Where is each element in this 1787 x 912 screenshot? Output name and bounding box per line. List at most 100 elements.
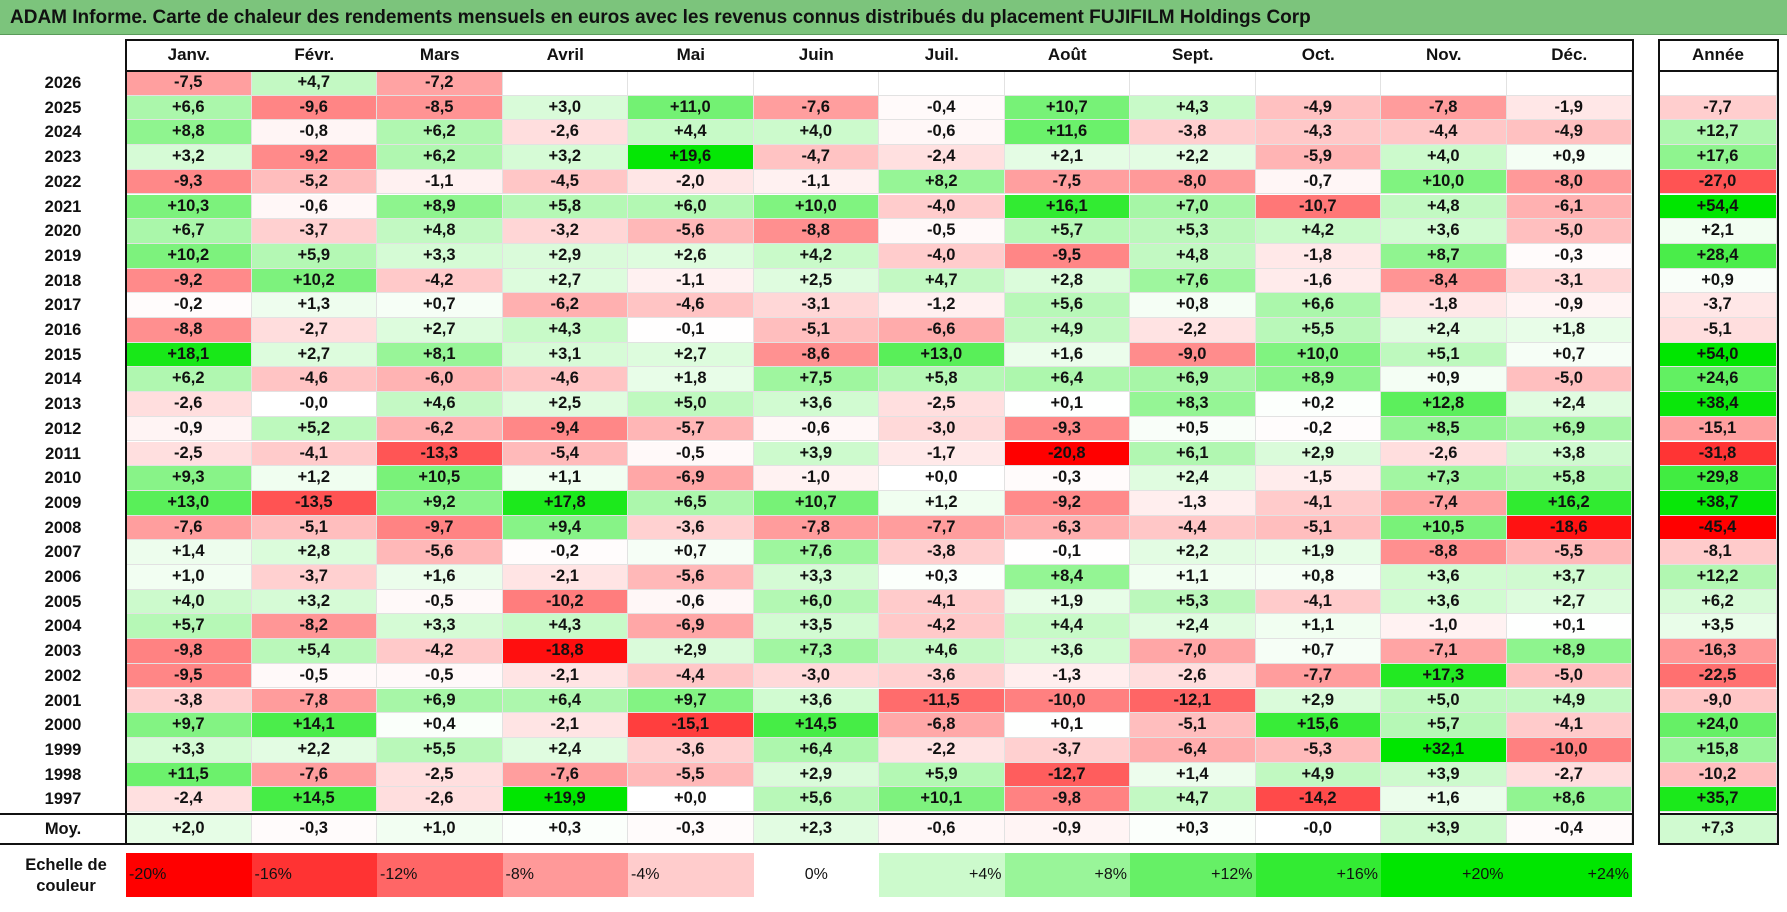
- month-header: Oct.: [1301, 45, 1335, 64]
- heatmap-cell: +3,5: [753, 614, 879, 640]
- heatmap-cell: +6,7: [126, 219, 252, 244]
- heatmap-cell: -7,7: [1255, 663, 1381, 689]
- annual-cell: +24,6: [1659, 367, 1777, 393]
- heatmap-cell: +4,0: [753, 120, 879, 146]
- heatmap-cell: -7,2: [377, 71, 503, 96]
- heatmap-cell: +3,6: [753, 688, 879, 714]
- year-label: 2016: [44, 321, 82, 339]
- heatmap-cell: [1130, 71, 1256, 96]
- heatmap-cell: -5,0: [1506, 219, 1632, 244]
- heatmap-cell: +10,1: [879, 787, 1005, 812]
- heatmap-cell: +2,9: [753, 762, 879, 788]
- average-cell: -0,9: [1004, 814, 1130, 844]
- heatmap-cell: -3,7: [1004, 737, 1130, 763]
- heatmap-cell: +6,9: [1506, 416, 1632, 442]
- heatmap-cell: -4,4: [628, 663, 754, 689]
- heatmap-cell: +0,2: [1255, 392, 1381, 417]
- color-scale-step: +12%: [1130, 853, 1256, 897]
- heatmap-cell: -4,2: [377, 268, 503, 294]
- heatmap-cell: -8,0: [1130, 169, 1256, 195]
- average-cell: +3,9: [1381, 814, 1507, 844]
- heatmap-cell: -1,1: [377, 169, 503, 195]
- heatmap-cell: -3,1: [1506, 268, 1632, 294]
- heatmap-cell: +17,8: [502, 490, 628, 516]
- year-label: 2021: [44, 197, 82, 216]
- heatmap-cell: -18,6: [1506, 515, 1632, 541]
- heatmap-cell: -9,2: [1004, 490, 1130, 516]
- heatmap-cell: +8,2: [879, 169, 1005, 195]
- heatmap-cell: -3,2: [502, 219, 628, 244]
- heatmap-cell: -13,3: [377, 441, 503, 467]
- heatmap-cell: -2,7: [251, 318, 377, 343]
- annual-cell: -27,0: [1659, 169, 1777, 195]
- color-scale-step: -4%: [628, 853, 754, 897]
- heatmap-cell: +7,3: [1381, 466, 1507, 491]
- heatmap-cell: +3,1: [502, 342, 628, 368]
- heatmap-cell: +1,6: [1004, 342, 1130, 368]
- heatmap-cell: -0,9: [1506, 293, 1632, 318]
- heatmap-cell: -5,4: [502, 441, 628, 467]
- heatmap-cell: +6,4: [1004, 367, 1130, 393]
- heatmap-cell: +10,3: [126, 194, 252, 220]
- year-label: 2022: [44, 172, 82, 191]
- heatmap-cell: +2,8: [251, 540, 377, 565]
- heatmap-cell: -14,2: [1255, 787, 1381, 812]
- year-label: 2026: [44, 74, 82, 92]
- heatmap-cell: -0,5: [377, 663, 503, 689]
- heatmap-cell: +8,9: [377, 194, 503, 220]
- annual-cell: +38,4: [1659, 392, 1777, 417]
- heatmap-cell: +4,4: [1004, 614, 1130, 640]
- heatmap-cell: -0,9: [126, 416, 252, 442]
- heatmap-cell: +4,2: [753, 243, 879, 269]
- color-scale-step: +4%: [879, 853, 1005, 897]
- heatmap-cell: +0,9: [1506, 145, 1632, 170]
- heatmap-cell: +0,7: [377, 293, 503, 318]
- heatmap-cell: +5,8: [879, 367, 1005, 393]
- heatmap-cell: +15,6: [1255, 713, 1381, 738]
- heatmap-cell: +0,7: [1255, 639, 1381, 664]
- heatmap-cell: -5,3: [1255, 737, 1381, 763]
- annual-cell: -8,1: [1659, 540, 1777, 565]
- heatmap-cell: +3,6: [1381, 219, 1507, 244]
- heatmap-cell: -0,4: [879, 95, 1005, 121]
- heatmap-cell: +1,1: [502, 466, 628, 491]
- heatmap-cell: -7,5: [1004, 169, 1130, 195]
- heatmap-cell: -4,7: [753, 145, 879, 170]
- month-header: Nov.: [1425, 45, 1462, 64]
- heatmap-cell: -7,8: [1381, 95, 1507, 121]
- average-cell: +0,3: [502, 814, 628, 844]
- heatmap-cell: -2,6: [1381, 441, 1507, 467]
- heatmap-cell: -1,7: [879, 441, 1005, 467]
- color-scale-label: Echelle de couleur: [25, 856, 107, 895]
- average-cell: +0,3: [1130, 814, 1256, 844]
- heatmap-cell: +1,1: [1255, 614, 1381, 640]
- heatmap-cell: +18,1: [126, 342, 252, 368]
- heatmap-cell: -4,0: [879, 194, 1005, 220]
- average-cell: +2,3: [753, 814, 879, 844]
- heatmap-cell: +5,0: [628, 392, 754, 417]
- year-label: 2015: [44, 345, 82, 364]
- heatmap-cell: +10,2: [251, 268, 377, 294]
- heatmap-cell: -5,6: [377, 540, 503, 565]
- heatmap-cell: -6,2: [377, 416, 503, 442]
- heatmap-cell: -2,1: [502, 663, 628, 689]
- heatmap-cell: +2,9: [502, 243, 628, 269]
- heatmap-cell: -7,6: [753, 95, 879, 121]
- heatmap-cell: +16,1: [1004, 194, 1130, 220]
- heatmap-cell: +2,5: [502, 392, 628, 417]
- heatmap-cell: -2,4: [126, 787, 252, 812]
- month-header: Août: [1047, 45, 1087, 64]
- heatmap-cell: -6,8: [879, 713, 1005, 738]
- heatmap-cell: +11,0: [628, 95, 754, 121]
- heatmap-cell: +2,7: [251, 342, 377, 368]
- heatmap-cell: -8,8: [126, 318, 252, 343]
- year-label: 2012: [44, 419, 82, 438]
- heatmap-cell: +10,0: [753, 194, 879, 220]
- average-cell: -0,6: [879, 814, 1005, 844]
- heatmap-cell: -12,1: [1130, 688, 1256, 714]
- heatmap-cell: -1,8: [1255, 243, 1381, 269]
- heatmap-cell: -7,4: [1381, 490, 1507, 516]
- year-label: 2006: [44, 568, 82, 586]
- heatmap-cell: +0,7: [628, 540, 754, 565]
- heatmap-cell: -0,2: [126, 293, 252, 318]
